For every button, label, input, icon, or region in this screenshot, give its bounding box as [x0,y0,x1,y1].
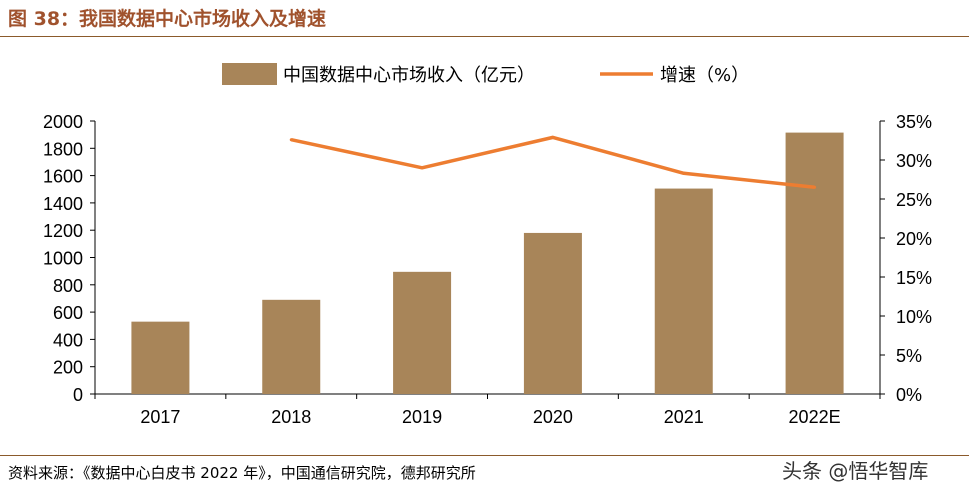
bar [393,271,452,394]
x-axis-tick-label: 2020 [533,407,573,427]
right-axis-tick-label: 10% [896,307,932,327]
legend-bar-swatch [222,63,277,85]
watermark: 头条 @悟华智库 [782,459,929,483]
right-axis-tick-label: 35% [896,112,932,132]
right-axis-tick-label: 25% [896,190,932,210]
growth-line [290,135,815,190]
footer-divider [0,455,969,456]
right-axis-tick-label: 15% [896,268,932,288]
bar [131,321,190,394]
left-axis-tick-label: 0 [73,385,83,405]
x-axis-tick-label: 2018 [271,407,311,427]
x-axis-tick-label: 2017 [140,407,180,427]
source-note: 资料来源：《数据中心白皮书 2022 年》，中国通信研究院，德邦研究所 [8,464,476,482]
title-bar: 图 38：我国数据中心市场收入及增速 [0,0,969,37]
bar [785,132,844,394]
legend-bar-label: 中国数据中心市场收入（亿元） [283,65,535,86]
growth-point [682,171,686,175]
left-axis-tick-label: 1600 [43,167,83,187]
growth-point [289,138,293,142]
bar [262,299,321,394]
left-axis-tick-label: 200 [53,358,83,378]
chart: 0 200 400 600 800 1000 1200 1400 1600 1800 2000 0% 5… [43,63,932,427]
left-axis-tick-label: 600 [53,303,83,323]
right-axis-tick-label: 30% [896,151,932,171]
left-axis-tick-label: 1400 [43,194,83,214]
x-axis-tick-label: 2021 [664,407,704,427]
figure-title: 图 38：我国数据中心市场收入及增速 [8,8,327,30]
growth-point [813,185,817,189]
left-axis-tick-label: 1800 [43,139,83,159]
legend-line-label: 增速（%） [660,65,749,86]
bar [654,188,713,394]
left-axis-tick-label: 400 [53,330,83,350]
growth-point [551,135,555,139]
right-axis-tick-label: 5% [896,346,922,366]
left-axis-tick-label: 1000 [43,249,83,269]
left-axis-tick-label: 1200 [43,221,83,241]
right-axis-tick-label: 20% [896,229,932,249]
right-axis-tick-label: 0% [896,385,922,405]
left-axis-tick-label: 2000 [43,112,83,132]
bar [523,232,582,394]
left-axis-tick-label: 800 [53,276,83,296]
x-axis-tick-label: 2022E [789,407,841,427]
growth-point [420,166,424,170]
x-axis-tick-label: 2019 [402,407,442,427]
